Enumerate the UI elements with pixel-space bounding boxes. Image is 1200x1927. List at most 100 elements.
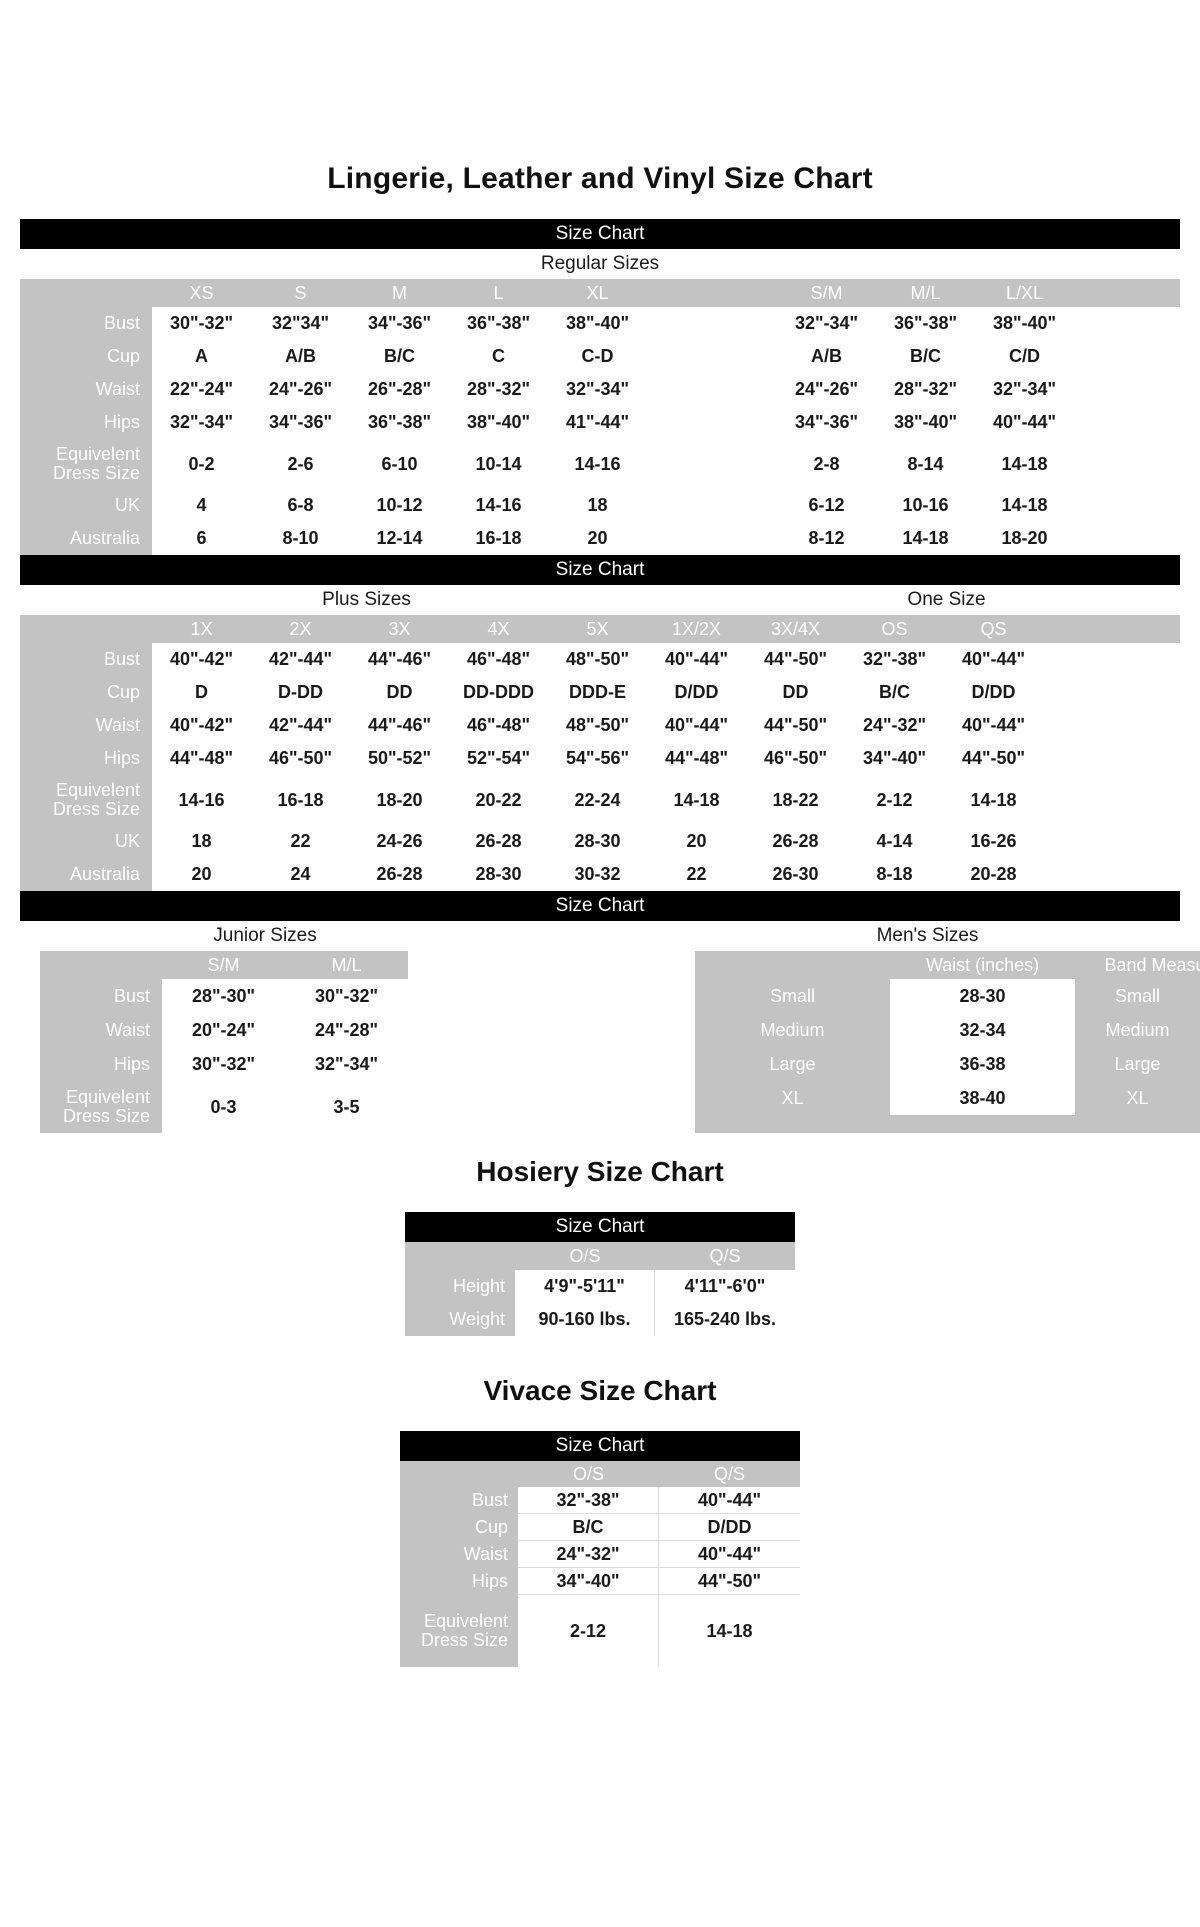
cell: 32"-34" (794, 313, 859, 333)
cell: 41"-44" (565, 412, 630, 432)
vivace-size-chart-bar: Size Chart (400, 1430, 800, 1461)
mens-size-label: Large (695, 1047, 890, 1081)
cell: 20 (686, 831, 707, 851)
cell: 20 (587, 528, 608, 548)
hosiery-title: Hosiery Size Chart (476, 1156, 724, 1187)
table-row: Equivelent Dress Size 0-2 2-6 6-10 10-14… (20, 439, 1180, 489)
table-row: Waist 22"-24" 24"-26" 26"-28" 28"-32" 32… (20, 373, 1180, 406)
cell: 46"-48" (466, 649, 531, 669)
row-label-line1: Equivelent (55, 780, 140, 801)
table-row: Bust 32"-38" 40"-44" (400, 1486, 800, 1514)
row-label: Cup (20, 676, 152, 709)
row-label: Bust (20, 307, 152, 340)
cell: 32"-34" (285, 1047, 408, 1081)
hosiery-header-os: O/S (515, 1241, 655, 1270)
cell: 36"-38" (367, 412, 432, 432)
row-label: Waist (40, 1013, 162, 1047)
junior-header-row: S/M M/L (40, 951, 530, 979)
cell: DD-DDD (463, 682, 534, 702)
regular-group-label: Regular Sizes (540, 253, 660, 274)
cell: 24"-26" (794, 379, 859, 399)
cell: 14-18 (659, 1594, 800, 1667)
mens-waist-value: 32-34 (890, 1013, 1075, 1047)
mens-band-label: Medium (1075, 1013, 1200, 1047)
table-row: Hips 30"-32" 32"-34" (40, 1047, 530, 1081)
regular-header-s: S (294, 283, 307, 303)
mens-waist-value: 28-30 (890, 979, 1075, 1013)
vivace-title: Vivace Size Chart (483, 1374, 717, 1406)
mens-size-label: Medium (695, 1013, 890, 1047)
plus-header-2x: 2X (289, 619, 312, 639)
cell: 18-22 (772, 789, 819, 810)
junior-group-label: Junior Sizes (213, 925, 317, 946)
plus-sizes-table: Size Chart Plus Sizes One Size 1X 2X 3X … (20, 555, 1180, 891)
cell: 6 (196, 528, 207, 548)
row-label: Equivelent Dress Size (20, 439, 152, 489)
cell: 14-18 (1001, 453, 1048, 474)
table-row: Australia 6 8-10 12-14 16-18 20 8-12 14-… (20, 522, 1180, 555)
cell: 18 (587, 495, 608, 515)
cell: 0-2 (188, 453, 215, 474)
cell: B/C (384, 346, 415, 366)
cell: 42"-44" (268, 715, 333, 735)
regular-header-l: L (493, 283, 504, 303)
table-row: Hips 44"-48" 46"-50" 50"-52" 52"-54" 54"… (20, 742, 1180, 775)
cell: 40"-42" (169, 649, 234, 669)
cell: 26-30 (772, 864, 819, 884)
cell: 36"-38" (466, 313, 531, 333)
cell: 30"-32" (169, 313, 234, 333)
row-label: Equivelent Dress Size (40, 1081, 162, 1133)
cell: 44"-48" (664, 748, 729, 768)
plus-header-row: 1X 2X 3X 4X 5X 1X/2X 3X/4X OS QS (20, 615, 1180, 643)
plus-header-os: OS (881, 619, 908, 639)
cell: 26-28 (376, 864, 423, 884)
cell: 8-12 (808, 528, 845, 548)
cell: 6-10 (381, 453, 418, 474)
junior-header-sm: S/M (162, 951, 285, 979)
hosiery-table: Size Chart O/S Q/S Height 4'9"-5'11" 4'1… (405, 1211, 795, 1336)
table-row: UK 4 6-8 10-12 14-16 18 6-12 10-16 14-18 (20, 489, 1180, 522)
cell: 18-20 (1001, 528, 1048, 548)
cell: 4 (196, 495, 207, 515)
cell: 22"-24" (169, 379, 234, 399)
cell: 38"-40" (565, 313, 630, 333)
table-row: Cup D D-DD DD DD-DDD DDD-E D/DD DD B/C D… (20, 676, 1180, 709)
cell: DDD-E (569, 682, 626, 702)
cell: 8-14 (907, 453, 944, 474)
plus-header-qs: QS (980, 619, 1007, 639)
table-row: Hips 32"-34" 34"-36" 36"-38" 38"-40" 41"… (20, 406, 1180, 439)
cell: 38"-40" (893, 412, 958, 432)
cell: 24"-32" (518, 1540, 659, 1568)
plus-size-chart-bar: Size Chart (20, 555, 1180, 585)
cell: D/DD (659, 1513, 800, 1541)
plus-header-1x2x: 1X/2X (671, 619, 722, 639)
row-pad (408, 1013, 530, 1047)
regular-header-row: XS S M L XL S/M M/L L/XL (20, 279, 1180, 307)
table-row: XL 38-40 XL 46 (695, 1081, 1200, 1115)
cell: 8-18 (876, 864, 913, 884)
cell: 30"-32" (162, 1047, 285, 1081)
cell: 0-3 (162, 1081, 285, 1133)
cell: 26-28 (772, 831, 819, 851)
cell: 12-14 (376, 528, 423, 548)
row-label: Cup (400, 1513, 518, 1541)
row-label-line2: Dress Size (62, 1106, 150, 1126)
cell: A (195, 346, 208, 366)
row-label: Hips (20, 406, 152, 439)
row-label: Bust (40, 979, 162, 1013)
cell: 4'9"-5'11" (515, 1269, 655, 1303)
row-label: UK (20, 489, 152, 522)
cell: 2-8 (813, 453, 840, 474)
table-row: Large 36-38 Large 44 (695, 1047, 1200, 1081)
vivace-header-corner (400, 1460, 518, 1487)
cell: 22 (686, 864, 707, 884)
table-row: Bust 40"-42" 42"-44" 44"-46" 46"-48" 48"… (20, 643, 1180, 676)
cell: 44"-48" (169, 748, 234, 768)
cell: 42"-44" (268, 649, 333, 669)
row-label-line1: Equivelent (55, 444, 140, 465)
row-label: Waist (400, 1540, 518, 1568)
cell: 34"-36" (367, 313, 432, 333)
cell: C-D (581, 346, 614, 366)
plus-header-5x: 5X (586, 619, 609, 639)
cell: 22-24 (574, 789, 621, 810)
